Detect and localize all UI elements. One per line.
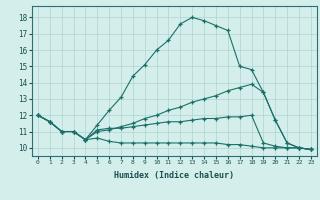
X-axis label: Humidex (Indice chaleur): Humidex (Indice chaleur): [115, 171, 234, 180]
